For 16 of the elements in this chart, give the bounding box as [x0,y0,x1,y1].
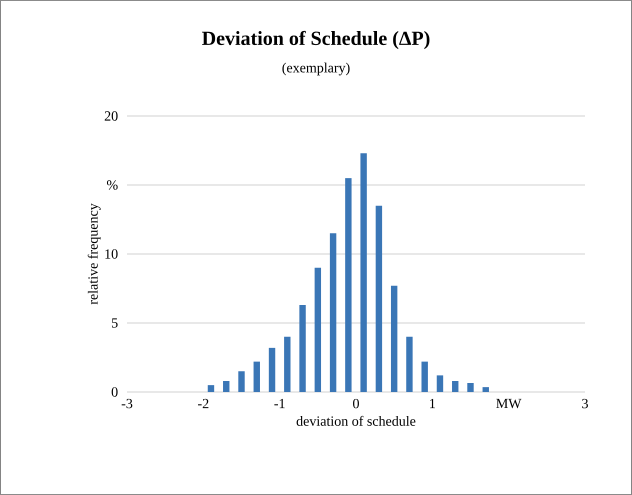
x-tick-label: -3 [122,398,132,408]
y-tick-label: 5 [112,318,118,328]
x-tick-label: -1 [274,398,285,408]
y-tick-label: 10 [105,249,118,259]
y-tick-label: 20 [104,111,118,121]
chart-subtitle: (exemplary) [282,62,350,76]
chart-title: Deviation of Schedule (ΔP) [202,30,430,50]
x-tick-label: MW [496,398,522,408]
x-tick-label: 1 [430,398,435,408]
y-tick-label: 0 [112,387,118,397]
x-axis-title: deviation of schedule [296,416,416,426]
y-axis-title: relative frequency [88,203,101,304]
y-tick-label: % [106,180,118,190]
x-tick-label: -2 [198,398,208,408]
x-tick-label: 3 [582,398,588,408]
x-tick-label: 0 [353,398,359,408]
